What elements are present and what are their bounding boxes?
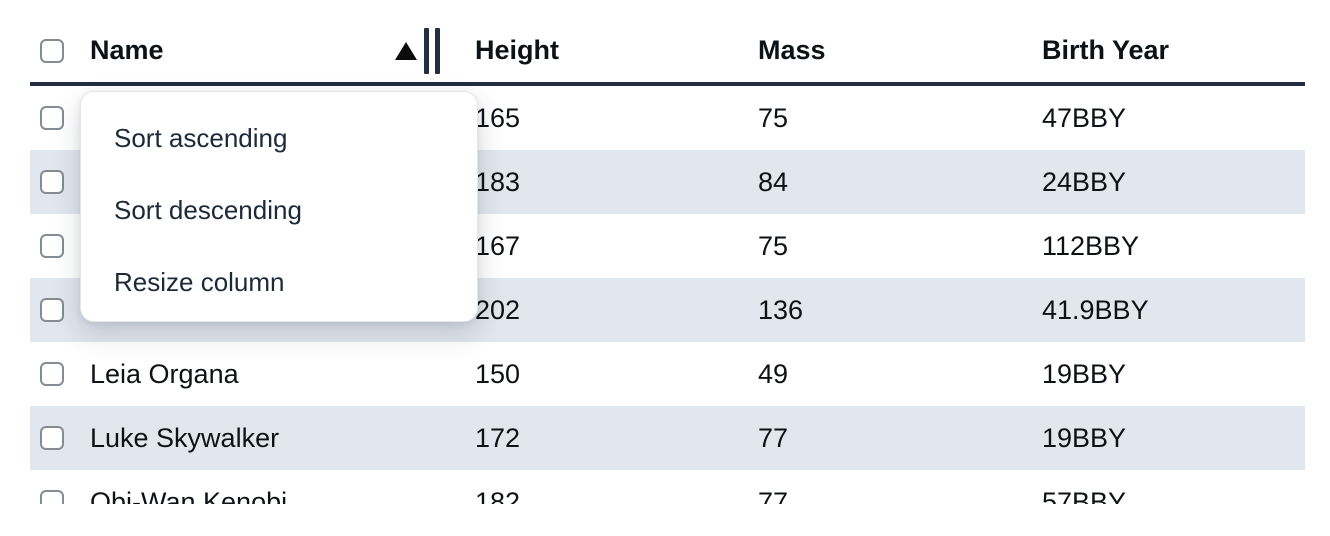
cell-mass: 77	[758, 422, 789, 453]
column-header-birth-year[interactable]: Birth Year	[1042, 35, 1170, 65]
row-checkbox[interactable]	[40, 490, 64, 504]
column-context-menu: Sort ascending Sort descending Resize co…	[80, 91, 478, 322]
column-header-name[interactable]: Name	[76, 27, 460, 74]
checkbox-cell	[30, 234, 76, 258]
cell-birth-year: 47BBY	[1042, 102, 1127, 133]
table-row: Luke Skywalker 172 77 19BBY	[30, 406, 1305, 470]
row-checkbox[interactable]	[40, 298, 64, 322]
cell-name: Obi-Wan Kenobi	[90, 486, 288, 505]
menu-item-resize-column[interactable]: Resize column	[114, 266, 285, 297]
cell-birth-year: 41.9BBY	[1042, 294, 1149, 325]
checkbox-cell	[30, 298, 76, 322]
cell-birth-year: 57BBY	[1042, 486, 1127, 505]
sort-ascending-icon	[395, 41, 417, 60]
column-header-name-label: Name	[90, 35, 164, 65]
checkbox-cell	[30, 426, 76, 450]
cell-height: 202	[475, 294, 521, 325]
table-header-row: Name Height Mass Birth Year	[30, 0, 1305, 86]
cell-mass: 84	[758, 166, 789, 197]
cell-mass: 49	[758, 358, 789, 389]
row-checkbox[interactable]	[40, 170, 64, 194]
column-resize-handle[interactable]	[424, 27, 440, 74]
cell-birth-year: 19BBY	[1042, 358, 1127, 389]
cell-height: 165	[475, 102, 521, 133]
checkbox-cell	[30, 170, 76, 194]
checkbox-cell	[30, 362, 76, 386]
table-row: Leia Organa 150 49 19BBY	[30, 342, 1305, 406]
row-checkbox[interactable]	[40, 106, 64, 130]
column-header-mass[interactable]: Mass	[758, 35, 826, 65]
row-checkbox[interactable]	[40, 362, 64, 386]
row-checkbox[interactable]	[40, 234, 64, 258]
cell-mass: 77	[758, 486, 789, 505]
table-row: Obi-Wan Kenobi 182 77 57BBY	[30, 470, 1305, 504]
cell-mass: 136	[758, 294, 804, 325]
cell-height: 183	[475, 166, 521, 197]
cell-birth-year: 19BBY	[1042, 422, 1127, 453]
menu-item-sort-ascending[interactable]: Sort ascending	[114, 122, 288, 153]
checkbox-cell	[30, 490, 76, 504]
cell-mass: 75	[758, 102, 789, 133]
header-checkbox-cell	[30, 38, 76, 63]
cell-birth-year: 24BBY	[1042, 166, 1127, 197]
cell-height: 172	[475, 422, 521, 453]
cell-name: Luke Skywalker	[90, 422, 280, 453]
resize-bar-icon	[435, 27, 440, 74]
cell-birth-year: 112BBY	[1042, 230, 1140, 261]
checkbox-cell	[30, 106, 76, 130]
column-header-height[interactable]: Height	[475, 35, 559, 65]
cell-height: 167	[475, 230, 521, 261]
cell-height: 150	[475, 358, 521, 389]
menu-item-sort-descending[interactable]: Sort descending	[114, 194, 302, 225]
select-all-checkbox[interactable]	[40, 38, 64, 63]
cell-height: 182	[475, 486, 521, 505]
resize-bar-icon	[424, 27, 429, 74]
cell-mass: 75	[758, 230, 789, 261]
cell-name: Leia Organa	[90, 358, 239, 389]
row-checkbox[interactable]	[40, 426, 64, 450]
